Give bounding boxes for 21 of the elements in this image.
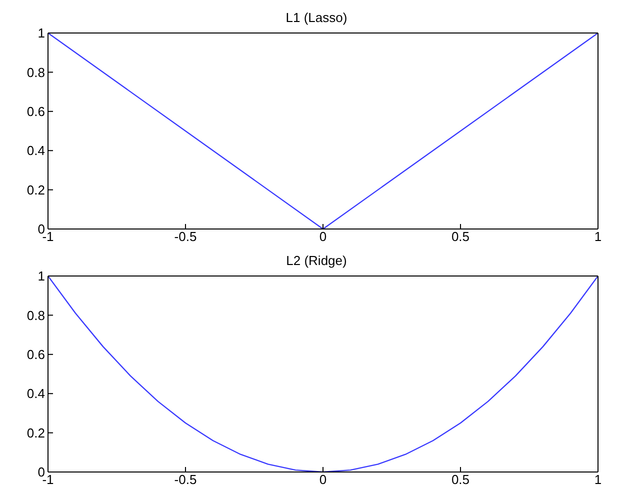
y-tick-label: 0.2 xyxy=(26,182,45,198)
y-tick-label: 1 xyxy=(38,268,45,284)
y-tick-label: 0.8 xyxy=(26,308,45,323)
y-tick-label: 0.6 xyxy=(26,104,45,120)
y-tick-label: 0.2 xyxy=(26,425,45,440)
y-tick-label: 0.8 xyxy=(26,64,45,80)
y-tick-label: 0.6 xyxy=(26,347,45,362)
chart-title: L2 (Ridge) xyxy=(285,253,348,268)
x-tick-label: -0.5 xyxy=(174,472,197,488)
y-tick-label: 1 xyxy=(38,26,45,41)
x-tick-label: 1 xyxy=(594,472,602,488)
line-series xyxy=(48,276,598,472)
x-tick-label: 0.5 xyxy=(451,472,470,488)
x-tick-label: 0.5 xyxy=(451,229,470,244)
y-tick-label: 0.4 xyxy=(26,143,45,158)
x-tick-label: 0 xyxy=(319,229,327,244)
chart-title: L1 (Lasso) xyxy=(284,10,348,25)
y-tick-label: 0.4 xyxy=(26,386,45,402)
x-tick-label: -0.5 xyxy=(174,229,197,244)
x-tick-label: 1 xyxy=(594,229,602,244)
x-tick-label: 0 xyxy=(319,472,327,488)
